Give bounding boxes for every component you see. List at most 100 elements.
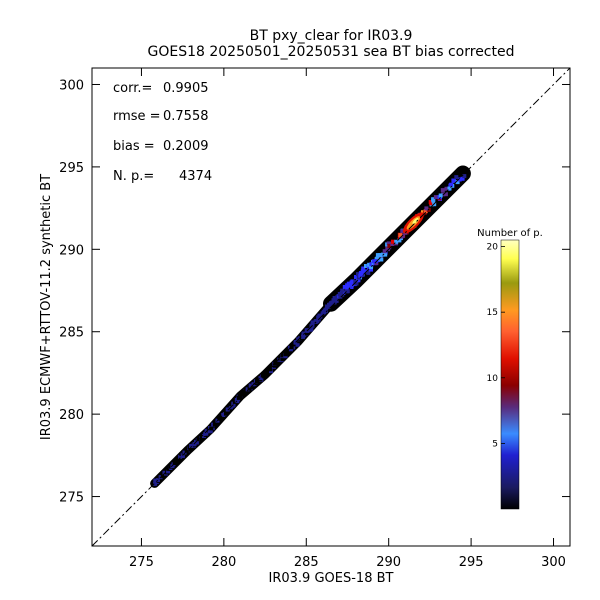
density-cell — [386, 241, 391, 246]
density-cell — [387, 243, 392, 248]
plot-frame — [91, 67, 571, 547]
density-cell — [288, 347, 293, 352]
density-cell — [209, 426, 214, 431]
density-cell — [369, 265, 373, 270]
density-cell — [156, 478, 160, 483]
x-axis-ticks: 275 280 285 290 295 300 — [129, 68, 566, 570]
density-cell — [455, 180, 460, 185]
density-cell — [353, 279, 358, 284]
corr-value: 0.9905 — [163, 81, 209, 96]
x-tick-label: 280 — [211, 555, 236, 570]
density-cell — [310, 322, 315, 327]
density-cell — [295, 342, 300, 347]
rmse-value: 0.7558 — [163, 109, 209, 124]
density-cell — [255, 379, 259, 384]
density-peak-core — [412, 217, 419, 224]
y-tick-label: 275 — [59, 491, 84, 506]
density-cell — [321, 309, 326, 314]
density-cell — [391, 239, 395, 244]
colorbar-ticks: 5 10 15 20 — [487, 243, 505, 449]
density-cell — [340, 288, 345, 293]
density-cell — [339, 292, 344, 297]
density-cell — [440, 188, 445, 193]
density-cell — [394, 239, 399, 244]
density-cell — [277, 360, 282, 365]
bias-value: 0.2009 — [163, 139, 209, 154]
density-cell — [423, 209, 428, 214]
density-cell — [361, 266, 366, 271]
density-cell — [313, 319, 318, 324]
density-cell — [397, 238, 402, 243]
density-cell — [369, 262, 374, 267]
density-cell — [240, 391, 245, 396]
rmse-label: rmse = — [113, 109, 161, 124]
density-cell — [342, 285, 347, 289]
density-cell — [238, 393, 243, 398]
np-label: N. p.= — [113, 169, 154, 184]
density-cell — [318, 314, 323, 319]
density-cell — [310, 320, 315, 325]
density-cell — [460, 176, 465, 181]
density-cell — [334, 298, 339, 303]
density-cell — [356, 278, 361, 283]
density-cell — [268, 367, 273, 372]
density-cell — [215, 420, 220, 425]
density-cell — [208, 428, 213, 433]
density-cell — [356, 272, 360, 277]
density-cell — [364, 264, 368, 268]
density-cell — [182, 450, 187, 455]
density-cell — [301, 331, 306, 336]
density-cell — [428, 200, 433, 204]
density-cell — [261, 371, 266, 376]
y-tick-label: 285 — [59, 326, 84, 341]
density-cell — [350, 282, 354, 287]
density-cell — [274, 360, 278, 365]
y-tick-label: 280 — [59, 408, 84, 423]
y-tick-label: 295 — [59, 161, 84, 176]
density-cell — [153, 478, 158, 483]
density-cloud — [150, 165, 471, 488]
x-tick-label: 290 — [376, 555, 401, 570]
density-cell — [178, 454, 183, 459]
density-cell — [166, 469, 171, 474]
density-cell — [305, 331, 309, 336]
x-axis-label: IR03.9 GOES-18 BT — [269, 571, 394, 586]
density-cell — [438, 193, 443, 198]
density-cell — [229, 402, 234, 407]
density-cell — [363, 269, 368, 274]
density-cell — [358, 273, 363, 278]
chart-subtitle: GOES18 20250501_20250531 sea BT bias cor… — [148, 44, 515, 60]
density-cell — [375, 253, 380, 258]
density-cell — [449, 182, 454, 187]
colorbar-title: Number of p. — [477, 228, 543, 239]
density-cell — [462, 174, 467, 179]
x-tick-label: 285 — [294, 555, 319, 570]
density-cell — [331, 298, 336, 303]
np-value: 4374 — [179, 169, 212, 184]
density-cell — [256, 376, 260, 381]
density-cell — [360, 270, 365, 275]
density-cell — [378, 253, 383, 258]
x-tick-label: 275 — [129, 555, 154, 570]
colorbar-tick-label: 5 — [492, 439, 498, 449]
chart-title: BT pxy_clear for IR03.9 — [250, 28, 413, 44]
density-cell — [309, 326, 314, 331]
density-cell — [433, 195, 438, 200]
density-cell — [382, 249, 387, 254]
density-cell — [373, 259, 378, 264]
density-cell — [204, 431, 209, 436]
density-cell — [451, 178, 456, 183]
density-cell — [367, 262, 372, 267]
density-cell — [350, 279, 355, 284]
density-cell — [444, 186, 449, 191]
density-cell — [248, 383, 253, 388]
density-cell — [225, 407, 230, 412]
stats-annotation: corr.= 0.9905 rmse = 0.7558 bias = 0.200… — [113, 81, 212, 184]
density-cell — [344, 288, 349, 293]
density-cell — [280, 353, 285, 358]
density-cell — [194, 440, 199, 445]
density-cell — [431, 198, 436, 203]
density-cell — [400, 229, 405, 234]
density-cell — [443, 192, 448, 197]
